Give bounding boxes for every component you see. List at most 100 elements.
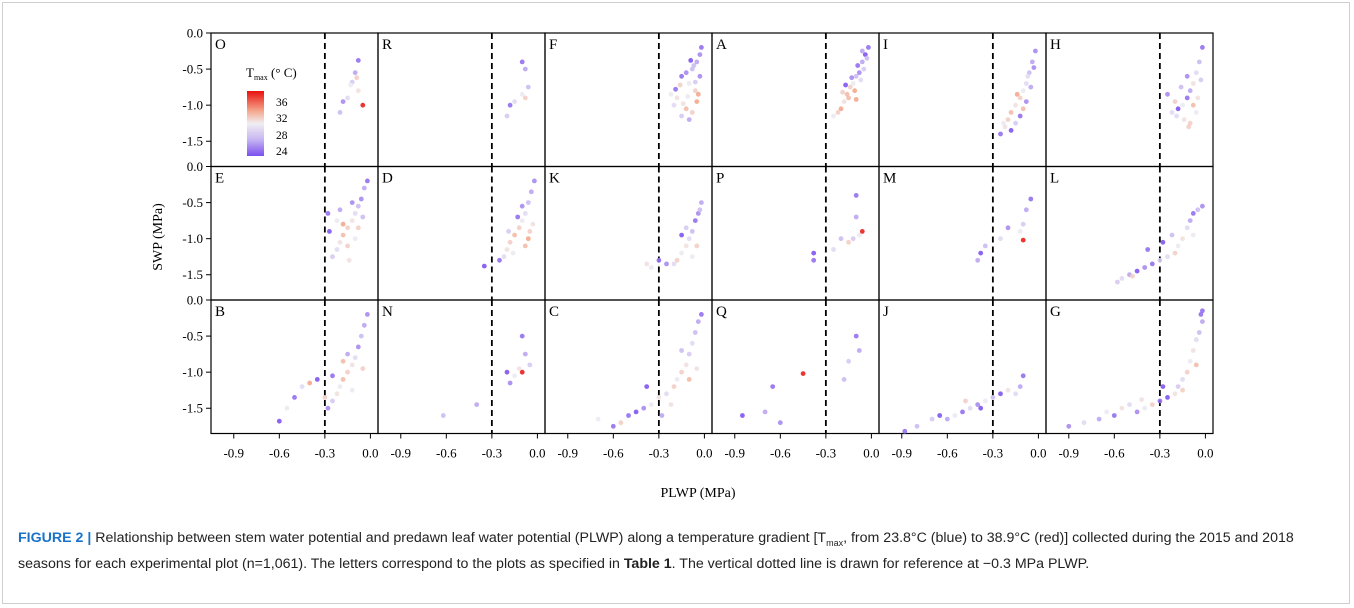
data-point bbox=[902, 428, 908, 434]
data-point bbox=[1104, 409, 1110, 415]
panel-frame bbox=[210, 32, 379, 168]
data-point bbox=[1193, 110, 1199, 115]
data-point bbox=[474, 402, 480, 407]
data-point bbox=[671, 261, 677, 267]
legend-label-24: 24 bbox=[276, 146, 288, 158]
data-point bbox=[1172, 391, 1178, 397]
data-point bbox=[683, 362, 689, 368]
data-point bbox=[345, 243, 350, 249]
data-point bbox=[679, 250, 684, 256]
data-point bbox=[831, 113, 836, 119]
data-point bbox=[866, 45, 871, 50]
data-point bbox=[1142, 265, 1148, 270]
data-point bbox=[348, 82, 354, 88]
data-point bbox=[852, 88, 858, 94]
panel-frame bbox=[1045, 299, 1214, 435]
data-point bbox=[844, 91, 850, 97]
data-point bbox=[846, 95, 851, 101]
data-point bbox=[354, 75, 360, 81]
data-point bbox=[659, 413, 665, 418]
data-point bbox=[337, 207, 343, 213]
y-axis-label: SWP (MPa) bbox=[151, 203, 166, 271]
data-point bbox=[648, 402, 654, 407]
data-point bbox=[963, 398, 968, 404]
data-point bbox=[853, 97, 859, 102]
data-point bbox=[1017, 113, 1023, 119]
faceted-scatter-chart: O R F A I H E D K P M L B N C Q J G 0.0 -0.5 -1.0 -1.5 0.0 -0.… bbox=[151, 26, 1214, 501]
data-point bbox=[692, 79, 698, 85]
data-point bbox=[840, 89, 845, 95]
data-point bbox=[355, 225, 361, 231]
data-point bbox=[697, 73, 703, 79]
data-point bbox=[512, 99, 517, 104]
data-point bbox=[998, 131, 1003, 137]
data-point bbox=[859, 59, 865, 65]
data-point bbox=[1165, 395, 1170, 400]
x-tick-label: -0.9 bbox=[390, 446, 411, 461]
panel-I: I bbox=[878, 32, 1047, 168]
data-point bbox=[519, 91, 525, 97]
data-point bbox=[847, 84, 853, 90]
data-point bbox=[960, 409, 965, 415]
data-point bbox=[345, 369, 350, 375]
data-point bbox=[644, 261, 650, 267]
data-point bbox=[770, 384, 776, 389]
y-tick-label: 0.0 bbox=[187, 293, 203, 308]
x-tick-label: -0.9 bbox=[891, 446, 912, 461]
data-point bbox=[1023, 81, 1029, 86]
data-point bbox=[1193, 362, 1199, 368]
data-point bbox=[697, 207, 703, 213]
data-point bbox=[512, 232, 517, 238]
data-point bbox=[1001, 120, 1006, 126]
data-point bbox=[1005, 117, 1011, 122]
data-point bbox=[1028, 196, 1034, 202]
data-point bbox=[519, 369, 525, 375]
data-point bbox=[694, 99, 700, 104]
x-tick-label: -0.9 bbox=[557, 446, 578, 461]
data-point bbox=[522, 95, 528, 101]
data-point bbox=[691, 63, 697, 68]
data-point bbox=[519, 59, 525, 65]
panel-frame bbox=[711, 165, 880, 301]
x-axis-label: PLWP (MPa) bbox=[660, 486, 735, 501]
data-point bbox=[504, 247, 510, 252]
data-point bbox=[1184, 369, 1190, 375]
data-point bbox=[975, 402, 981, 407]
panel-label: H bbox=[1050, 37, 1061, 53]
legend-colorbar bbox=[247, 91, 264, 156]
panel-label: E bbox=[215, 171, 224, 187]
panel-label: O bbox=[215, 37, 226, 53]
legend-title-main: T bbox=[246, 65, 254, 80]
panel-frame bbox=[377, 165, 546, 301]
panel-frame bbox=[711, 299, 880, 435]
panel-label: L bbox=[1050, 171, 1059, 187]
data-point bbox=[1028, 84, 1034, 90]
data-point bbox=[685, 94, 691, 99]
y-tick-label: -0.5 bbox=[182, 62, 203, 77]
data-point bbox=[1023, 207, 1029, 213]
data-point bbox=[1013, 120, 1018, 126]
panel-L: L bbox=[1045, 165, 1214, 301]
data-point bbox=[1139, 397, 1144, 402]
data-point bbox=[679, 232, 684, 238]
data-point bbox=[858, 77, 864, 83]
data-point bbox=[1029, 59, 1035, 65]
data-point bbox=[692, 330, 698, 335]
data-point bbox=[1111, 413, 1117, 418]
data-point bbox=[689, 110, 695, 115]
y-tick-label: -0.5 bbox=[182, 329, 203, 344]
data-point bbox=[340, 377, 346, 382]
data-point bbox=[352, 211, 358, 216]
data-point bbox=[838, 236, 844, 242]
data-point bbox=[1008, 127, 1014, 133]
data-point bbox=[1033, 48, 1038, 54]
data-point bbox=[307, 380, 313, 386]
data-point bbox=[595, 416, 601, 422]
data-point bbox=[1190, 348, 1196, 353]
figure-caption: FIGURE 2 | Relationship between stem wat… bbox=[18, 528, 1336, 575]
data-point bbox=[1184, 73, 1190, 79]
data-point bbox=[527, 229, 533, 234]
data-point bbox=[686, 351, 692, 357]
data-point bbox=[1005, 225, 1011, 231]
